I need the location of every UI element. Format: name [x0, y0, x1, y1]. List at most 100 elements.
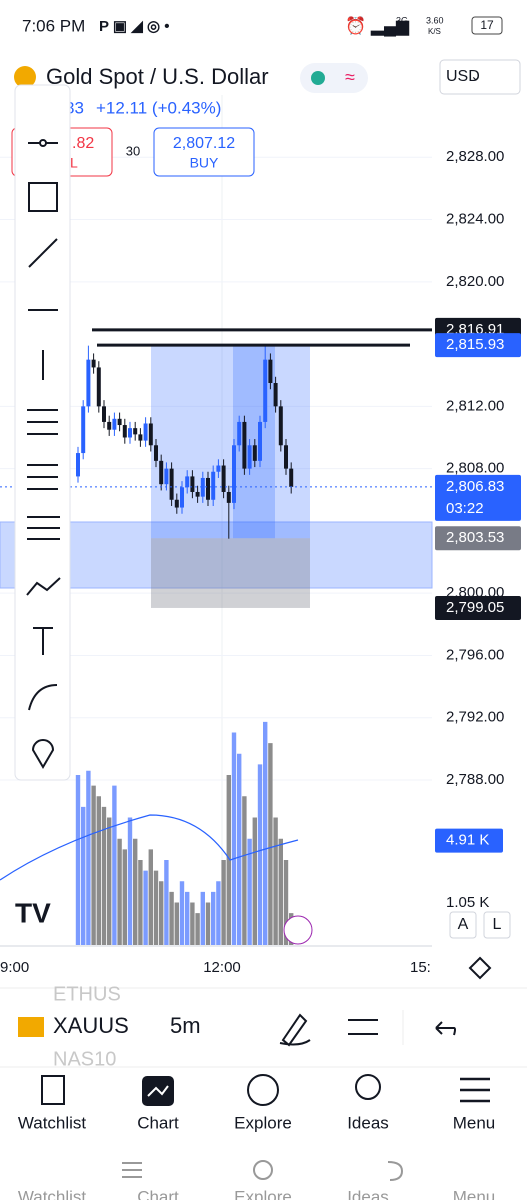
volume-bar — [148, 849, 153, 945]
tool-icon[interactable] — [31, 739, 55, 769]
volume-bar — [96, 796, 101, 945]
battery — [471, 16, 503, 35]
ghost-label: Watchlist — [18, 1187, 87, 1200]
volume-bar — [226, 775, 231, 945]
nav-label[interactable]: Menu — [453, 1113, 496, 1132]
tool-icon[interactable] — [28, 684, 58, 711]
buy-label[interactable]: BUY — [190, 155, 219, 171]
volume-bar — [143, 870, 148, 945]
candle-body — [247, 445, 252, 469]
lightning-button[interactable] — [283, 915, 313, 945]
tool-icon[interactable] — [26, 577, 61, 596]
candle-body — [148, 423, 153, 446]
volume-bar — [283, 860, 289, 945]
candle-body — [289, 468, 294, 487]
sell-price[interactable]: .82 — [72, 135, 94, 152]
volume-bar — [133, 838, 138, 945]
log-scale[interactable]: L — [493, 916, 502, 933]
nav-label[interactable]: Ideas — [347, 1113, 389, 1132]
delay-icon: ≈ — [345, 67, 355, 87]
buy-button[interactable] — [153, 127, 255, 177]
candle-body — [154, 445, 158, 461]
undo-icon[interactable] — [435, 1021, 456, 1036]
nav-icon[interactable] — [247, 1074, 279, 1106]
draw-icon[interactable] — [279, 1013, 311, 1047]
volume-bar — [112, 785, 117, 945]
buy-price[interactable]: 2,807.12 — [173, 135, 235, 152]
candle-body — [174, 499, 179, 508]
tool-icon[interactable] — [39, 139, 47, 147]
interval[interactable]: 5m — [170, 1013, 201, 1038]
settings-icon[interactable] — [468, 956, 492, 980]
candle-body — [102, 406, 106, 422]
nav-icon[interactable] — [460, 1077, 490, 1103]
time-label: 15: — [410, 959, 431, 976]
volume-bar — [127, 817, 133, 945]
candle-body — [185, 476, 190, 488]
nav-icon[interactable] — [355, 1074, 381, 1100]
sell-label[interactable]: L — [70, 155, 78, 171]
ghost-label: Menu — [453, 1187, 496, 1200]
symbol-ghost: NAS10 — [53, 1048, 116, 1070]
candle-body — [164, 468, 169, 485]
time-label: 9:00 — [0, 959, 29, 976]
nav-label[interactable]: Watchlist — [18, 1113, 87, 1132]
candle-body — [211, 471, 216, 500]
candle-body — [143, 423, 148, 441]
system-nav[interactable] — [387, 1161, 404, 1181]
tool-icon[interactable] — [28, 182, 58, 212]
tool-icon[interactable] — [28, 238, 58, 268]
volume-bar — [91, 785, 96, 945]
nav-label[interactable]: Chart — [137, 1113, 179, 1132]
scale-button[interactable] — [483, 911, 511, 939]
symbol[interactable]: XAUUS — [53, 1013, 129, 1038]
speed: 3.60 — [426, 15, 444, 25]
volume-bar — [153, 870, 159, 945]
system-nav[interactable] — [122, 1162, 142, 1178]
auto-scale[interactable]: A — [458, 916, 469, 933]
candle-body — [284, 445, 288, 469]
candle-body — [133, 428, 138, 435]
y-tick-label: 2,792.00 — [446, 709, 504, 726]
currency[interactable]: USD — [446, 68, 480, 85]
status-bar — [0, 0, 527, 50]
status-icons: ⏰ ▂▄▆ — [345, 15, 410, 37]
tool-icon[interactable] — [27, 464, 58, 490]
volume-bar — [195, 913, 200, 945]
volume-bar — [75, 775, 81, 945]
volume-bar — [86, 770, 91, 945]
candle-body — [91, 359, 96, 368]
volume-bar — [205, 902, 211, 945]
candle-body — [242, 421, 247, 469]
candle-body — [107, 421, 112, 430]
pane — [0, 95, 432, 945]
candle-body — [216, 465, 221, 472]
symbol-logo — [14, 66, 36, 88]
countdown: 03:22 — [446, 500, 484, 517]
tv-logo: TV — [15, 897, 51, 928]
system-nav[interactable] — [253, 1160, 273, 1180]
ghost-label: Chart — [137, 1187, 179, 1200]
nav-icon[interactable] — [41, 1075, 65, 1105]
volume-bar — [252, 817, 257, 945]
volume-bar — [169, 891, 174, 945]
currency-caret: ⌄ — [470, 68, 482, 84]
volume-bar — [268, 743, 273, 945]
indicator-icon[interactable] — [348, 1019, 378, 1035]
price-tag-label: 2,803.53 — [446, 529, 504, 546]
volume-bar — [273, 817, 278, 945]
tool-icon[interactable] — [33, 627, 53, 655]
price-tag — [435, 526, 521, 551]
volume-bar — [247, 838, 252, 945]
speed-unit: K/S — [428, 27, 441, 36]
candle-body — [117, 418, 122, 426]
tool-icon[interactable] — [27, 516, 60, 540]
candle-body — [112, 418, 117, 430]
volume-bar — [101, 806, 107, 945]
currency-button[interactable] — [439, 59, 521, 95]
y-tick-label: 2,812.00 — [446, 397, 504, 414]
tool-icon[interactable] — [27, 409, 58, 435]
change: +12.11 (+0.43%) — [96, 98, 221, 117]
nav-label[interactable]: Explore — [234, 1113, 292, 1132]
scale-button[interactable] — [449, 911, 477, 939]
